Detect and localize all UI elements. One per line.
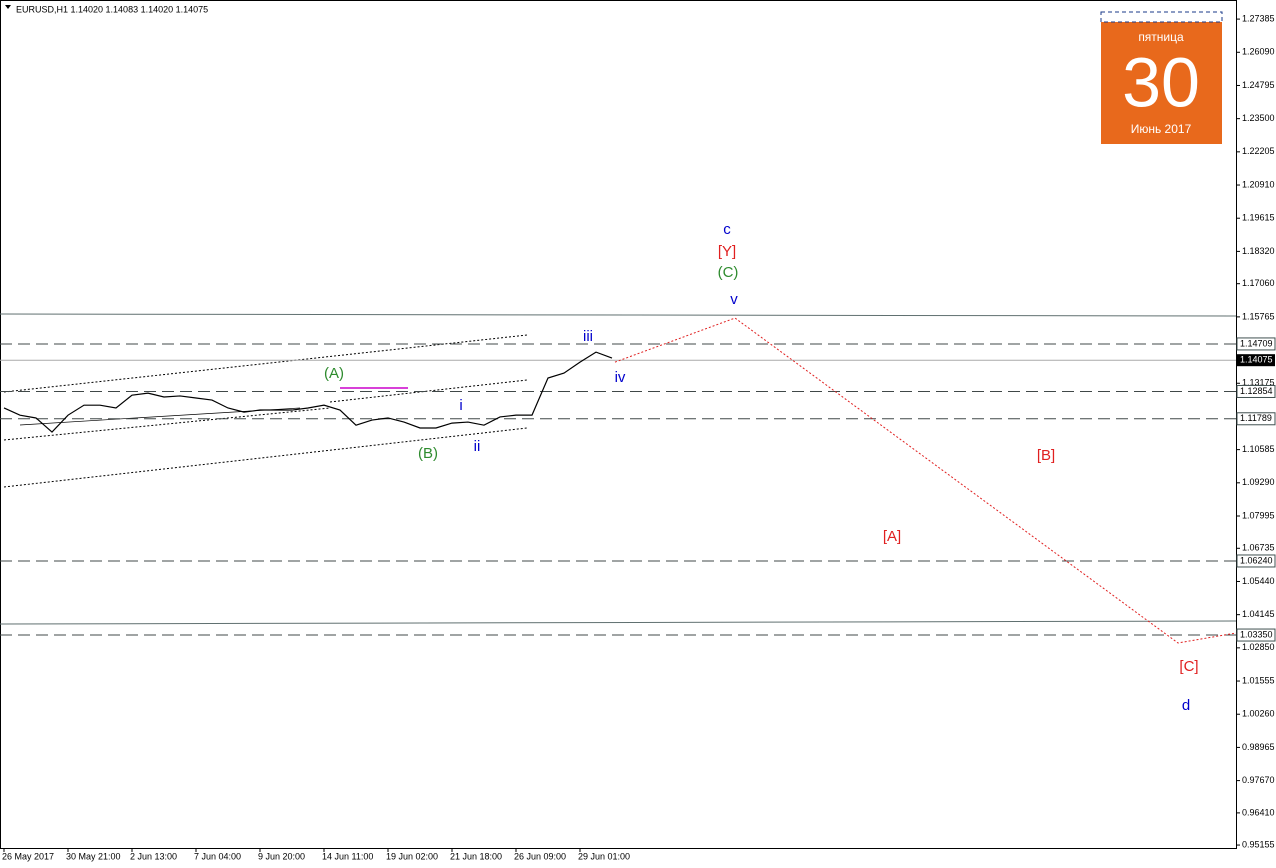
wave-label: iv [615, 369, 626, 386]
y-tick-label: 0.96410 [1242, 807, 1275, 817]
price-line [3, 351, 613, 433]
y-tick-label: 1.00260 [1242, 709, 1275, 719]
y-tick-label: 1.18320 [1242, 246, 1275, 256]
x-tick-label: 9 Jun 20:00 [258, 851, 305, 861]
wave-label: d [1182, 697, 1190, 714]
x-tick-label: 7 Jun 04:00 [194, 851, 241, 861]
wave-label: c [723, 221, 731, 238]
wave-label: ii [474, 438, 481, 455]
current-price-box [1237, 354, 1275, 367]
x-tick-label: 30 May 21:00 [66, 851, 121, 861]
y-tick-label: 1.17060 [1242, 278, 1275, 288]
wave-label: (B) [418, 445, 438, 462]
plot-frame [0, 0, 1237, 849]
level-label: 1.12854 [1240, 386, 1273, 396]
header: EURUSD,H1 1.14020 1.14083 1.14020 1.1407… [16, 4, 208, 14]
x-tick-label: 29 Jun 01:00 [578, 851, 630, 861]
y-tick-label: 1.19615 [1242, 213, 1275, 223]
wave-label: [C] [1179, 658, 1198, 675]
y-tick-label: 1.04145 [1242, 609, 1275, 619]
wave-label: [A] [883, 528, 901, 545]
y-tick-label: 0.95155 [1242, 839, 1275, 849]
y-tick-label: 1.20910 [1242, 179, 1275, 189]
x-tick-label: 14 Jun 11:00 [322, 851, 373, 861]
calendar-day: 30 [1122, 43, 1200, 121]
y-tick-label: 1.09290 [1242, 477, 1275, 487]
wave-label: v [730, 291, 738, 308]
level-label-box [1236, 554, 1276, 568]
y-tick-label: 1.06735 [1242, 543, 1275, 553]
y-tick-label: 1.22205 [1242, 146, 1275, 156]
wave-label: iii [583, 328, 593, 345]
current-price-label: 1.14075 [1240, 355, 1273, 365]
y-tick-label: 1.07995 [1242, 510, 1275, 520]
level-label-box [1236, 384, 1276, 398]
y-tick-label: 0.98965 [1242, 742, 1275, 752]
y-tick-label: 1.01555 [1242, 675, 1275, 685]
level-label: 1.14709 [1240, 338, 1273, 348]
y-tick-label: 1.24795 [1242, 80, 1275, 90]
wave-label: [Y] [718, 243, 736, 260]
x-tick-label: 2 Jun 13:00 [130, 851, 177, 861]
x-tick-label: 21 Jun 18:00 [450, 851, 502, 861]
level-label: 1.06240 [1240, 555, 1273, 565]
calendar-month: Июнь 2017 [1131, 122, 1192, 136]
calendar: пятница 30 Июнь 2017 [1100, 11, 1223, 144]
calendar-weekday: пятница [1138, 30, 1184, 44]
y-tick-label: 1.15765 [1242, 311, 1275, 321]
y-tick-label: 1.26090 [1242, 47, 1275, 57]
wave-label: (C) [718, 264, 739, 281]
channel-lines [0, 313, 1237, 625]
wave-label: i [459, 397, 462, 414]
wave-label: (A) [324, 365, 344, 382]
level-label-box [1236, 628, 1276, 642]
level-label-box [1236, 412, 1276, 426]
x-tick-label: 26 May 2017 [2, 851, 54, 861]
level-label: 1.03350 [1240, 629, 1273, 639]
y-tick-label: 1.10585 [1242, 444, 1275, 454]
y-tick-label: 1.05440 [1242, 576, 1275, 586]
level-label-box [1236, 337, 1276, 351]
wave-label: [B] [1037, 447, 1055, 464]
x-tick-label: 26 Jun 09:00 [514, 851, 566, 861]
y-tick-label: 1.02850 [1242, 642, 1275, 652]
y-tick-label: 0.97670 [1242, 775, 1275, 785]
y-tick-label: 1.13175 [1242, 378, 1275, 388]
y-tick-label: 1.27385 [1242, 13, 1275, 23]
menu-arrow [5, 5, 11, 9]
y-tick-label: 1.23500 [1242, 113, 1275, 123]
level-label: 1.11789 [1240, 413, 1272, 423]
x-tick-label: 19 Jun 02:00 [386, 851, 438, 861]
